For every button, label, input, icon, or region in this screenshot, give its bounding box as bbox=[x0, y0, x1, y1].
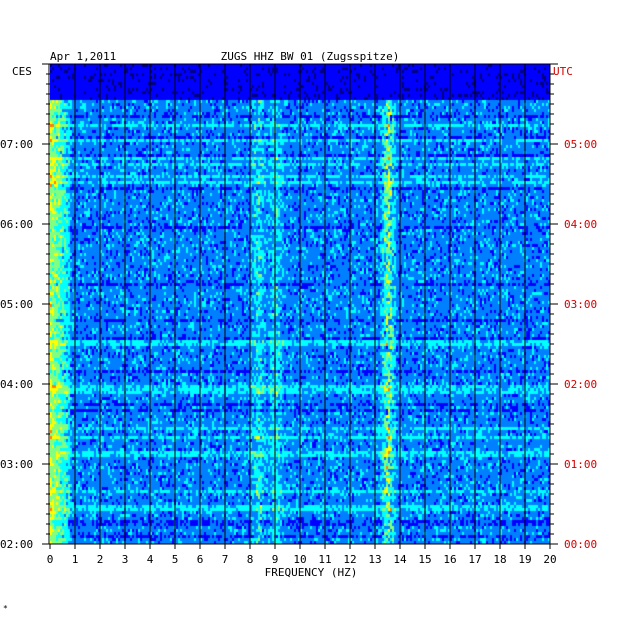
x-tick-label-15: 15 bbox=[418, 553, 431, 566]
x-tick-label-11: 11 bbox=[318, 553, 331, 566]
left-time-label-0400: 04:00 bbox=[0, 378, 33, 391]
x-axis-label: FREQUENCY (HZ) bbox=[265, 566, 358, 579]
frequency-gridlines bbox=[74, 64, 526, 544]
right-time-label-0200: 02:00 bbox=[564, 378, 597, 391]
left-time-axis: 07:00 06:00 05:00 04:00 03:00 02:00 bbox=[0, 63, 50, 551]
left-timezone-label: CES bbox=[12, 65, 32, 78]
x-tick-label-19: 19 bbox=[518, 553, 531, 566]
x-tick-label-1: 1 bbox=[72, 553, 79, 566]
right-time-label-0500: 05:00 bbox=[564, 138, 597, 151]
x-tick-label-0: 0 bbox=[47, 553, 54, 566]
chart-title: ZUGS HHZ BW 01 (Zugsspitze) bbox=[221, 50, 400, 63]
x-tick-label-10: 10 bbox=[293, 553, 306, 566]
left-time-label-0300: 03:00 bbox=[0, 458, 33, 471]
x-tick-label-13: 13 bbox=[368, 553, 381, 566]
x-tick-label-16: 16 bbox=[443, 553, 456, 566]
x-tick-label-18: 18 bbox=[493, 553, 506, 566]
left-time-label-0500: 05:00 bbox=[0, 298, 33, 311]
x-tick-label-14: 14 bbox=[393, 553, 407, 566]
x-tick-label-12: 12 bbox=[343, 553, 356, 566]
x-tick-label-7: 7 bbox=[222, 553, 229, 566]
x-tick-label-5: 5 bbox=[172, 553, 179, 566]
date-label: Apr 1,2011 bbox=[50, 50, 116, 63]
left-time-label-0700: 07:00 bbox=[0, 138, 33, 151]
left-time-label-0200: 02:00 bbox=[0, 538, 33, 551]
x-tick-label-9: 9 bbox=[272, 553, 279, 566]
x-tick-label-8: 8 bbox=[247, 553, 254, 566]
x-tick-label-3: 3 bbox=[122, 553, 129, 566]
right-time-axis: 05:00 04:00 03:00 02:00 01:00 00:00 bbox=[550, 63, 597, 551]
right-time-label-0300: 03:00 bbox=[564, 298, 597, 311]
frequency-axis: 0 1 2 3 4 5 6 7 8 9 10 11 12 13 14 15 16 17 18 19 20 bbox=[47, 544, 557, 566]
right-time-label-0400: 04:00 bbox=[564, 218, 597, 231]
right-time-label-0100: 01:00 bbox=[564, 458, 597, 471]
x-tick-label-6: 6 bbox=[197, 553, 204, 566]
right-time-label-0000: 00:00 bbox=[564, 538, 597, 551]
x-tick-label-2: 2 bbox=[97, 553, 104, 566]
footnote-mark: * bbox=[3, 604, 8, 613]
right-timezone-label: UTC bbox=[553, 65, 573, 78]
x-tick-label-20: 20 bbox=[543, 553, 556, 566]
x-tick-label-4: 4 bbox=[147, 553, 154, 566]
x-tick-label-17: 17 bbox=[468, 553, 481, 566]
left-time-label-0600: 06:00 bbox=[0, 218, 33, 231]
